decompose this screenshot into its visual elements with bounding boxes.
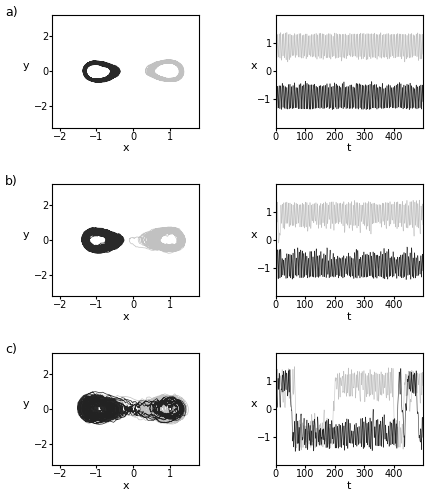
Text: c): c) (5, 344, 17, 356)
Y-axis label: y: y (23, 230, 29, 240)
X-axis label: t: t (347, 480, 351, 490)
X-axis label: x: x (123, 480, 129, 490)
X-axis label: t: t (347, 143, 351, 153)
Y-axis label: y: y (23, 399, 29, 409)
Y-axis label: x: x (251, 230, 257, 240)
Text: a): a) (5, 6, 18, 19)
X-axis label: x: x (123, 143, 129, 153)
Text: b): b) (5, 174, 18, 188)
Y-axis label: y: y (23, 61, 29, 71)
X-axis label: t: t (347, 312, 351, 322)
Y-axis label: x: x (251, 61, 257, 71)
Y-axis label: x: x (251, 399, 257, 409)
X-axis label: x: x (123, 312, 129, 322)
